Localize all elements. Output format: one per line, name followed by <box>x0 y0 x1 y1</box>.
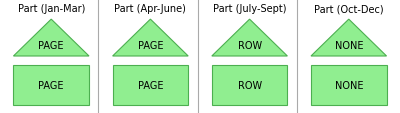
Text: PAGE: PAGE <box>38 80 64 90</box>
Polygon shape <box>212 20 287 56</box>
FancyBboxPatch shape <box>212 65 287 105</box>
Text: NONE: NONE <box>334 80 363 90</box>
Text: ROW: ROW <box>238 80 262 90</box>
FancyBboxPatch shape <box>311 65 386 105</box>
Text: Part (Apr-June): Part (Apr-June) <box>114 4 186 14</box>
FancyBboxPatch shape <box>14 65 89 105</box>
Text: PAGE: PAGE <box>138 40 163 50</box>
Text: ROW: ROW <box>238 40 262 50</box>
Text: Part (July-Sept): Part (July-Sept) <box>213 4 286 14</box>
Text: NONE: NONE <box>334 40 363 50</box>
Polygon shape <box>113 20 188 56</box>
Text: Part (Jan-Mar): Part (Jan-Mar) <box>18 4 85 14</box>
Text: Part (Oct-Dec): Part (Oct-Dec) <box>314 4 384 14</box>
Text: PAGE: PAGE <box>138 80 163 90</box>
FancyBboxPatch shape <box>113 65 188 105</box>
Text: PAGE: PAGE <box>38 40 64 50</box>
Polygon shape <box>14 20 89 56</box>
Polygon shape <box>311 20 386 56</box>
